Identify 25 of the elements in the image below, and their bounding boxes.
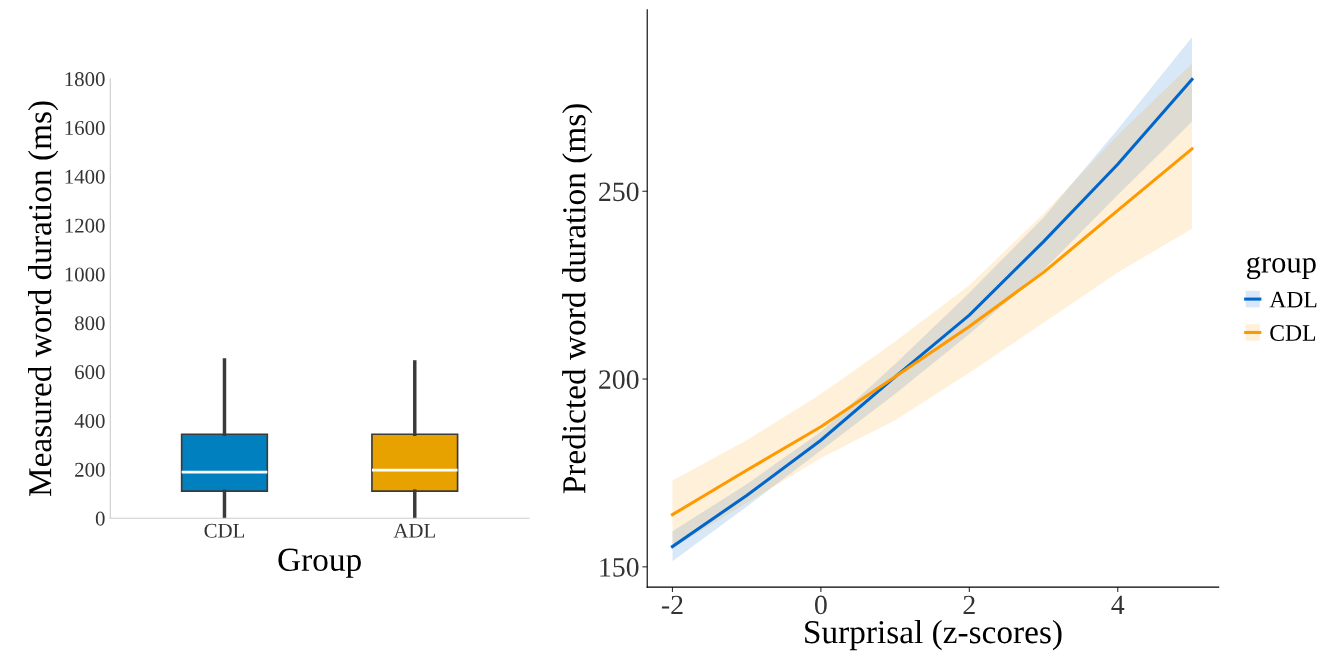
y-tick-label: 1400 <box>65 169 105 184</box>
y-tick-label: 800 <box>74 316 105 331</box>
y-tick-label: 1600 <box>65 120 105 135</box>
y-tick-label: 0 <box>95 511 105 526</box>
x-axis-title: Surprisal (z-scores) <box>805 619 1062 651</box>
y-tick-label: 1000 <box>65 267 105 282</box>
y-tick-label: 1200 <box>65 218 105 233</box>
y-axis-title: Predicted word duration (ms) <box>562 104 593 494</box>
y-axis-title: Measured word duration (ms) <box>27 101 59 497</box>
y-tick-label: 400 <box>74 413 105 428</box>
x-tick-label: -2 <box>661 595 683 615</box>
line-series <box>670 147 1194 517</box>
x-tick-label: 2 <box>963 595 975 615</box>
x-tick-label: 0 <box>815 595 827 615</box>
y-tick-label: 150 <box>600 558 639 577</box>
legend-title: group <box>1246 256 1316 280</box>
y-tick-label: 200 <box>599 370 639 389</box>
x-tick-label: 4 <box>1111 595 1125 615</box>
legend-label: ADL <box>1269 291 1317 308</box>
x-axis-title: Group <box>278 548 361 578</box>
y-tick-label: 250 <box>599 182 639 202</box>
y-tick-label: 1800 <box>65 72 105 87</box>
y-tick-label: 200 <box>75 462 105 477</box>
legend-label: CDL <box>1270 325 1316 341</box>
y-tick-label: 600 <box>75 365 105 380</box>
